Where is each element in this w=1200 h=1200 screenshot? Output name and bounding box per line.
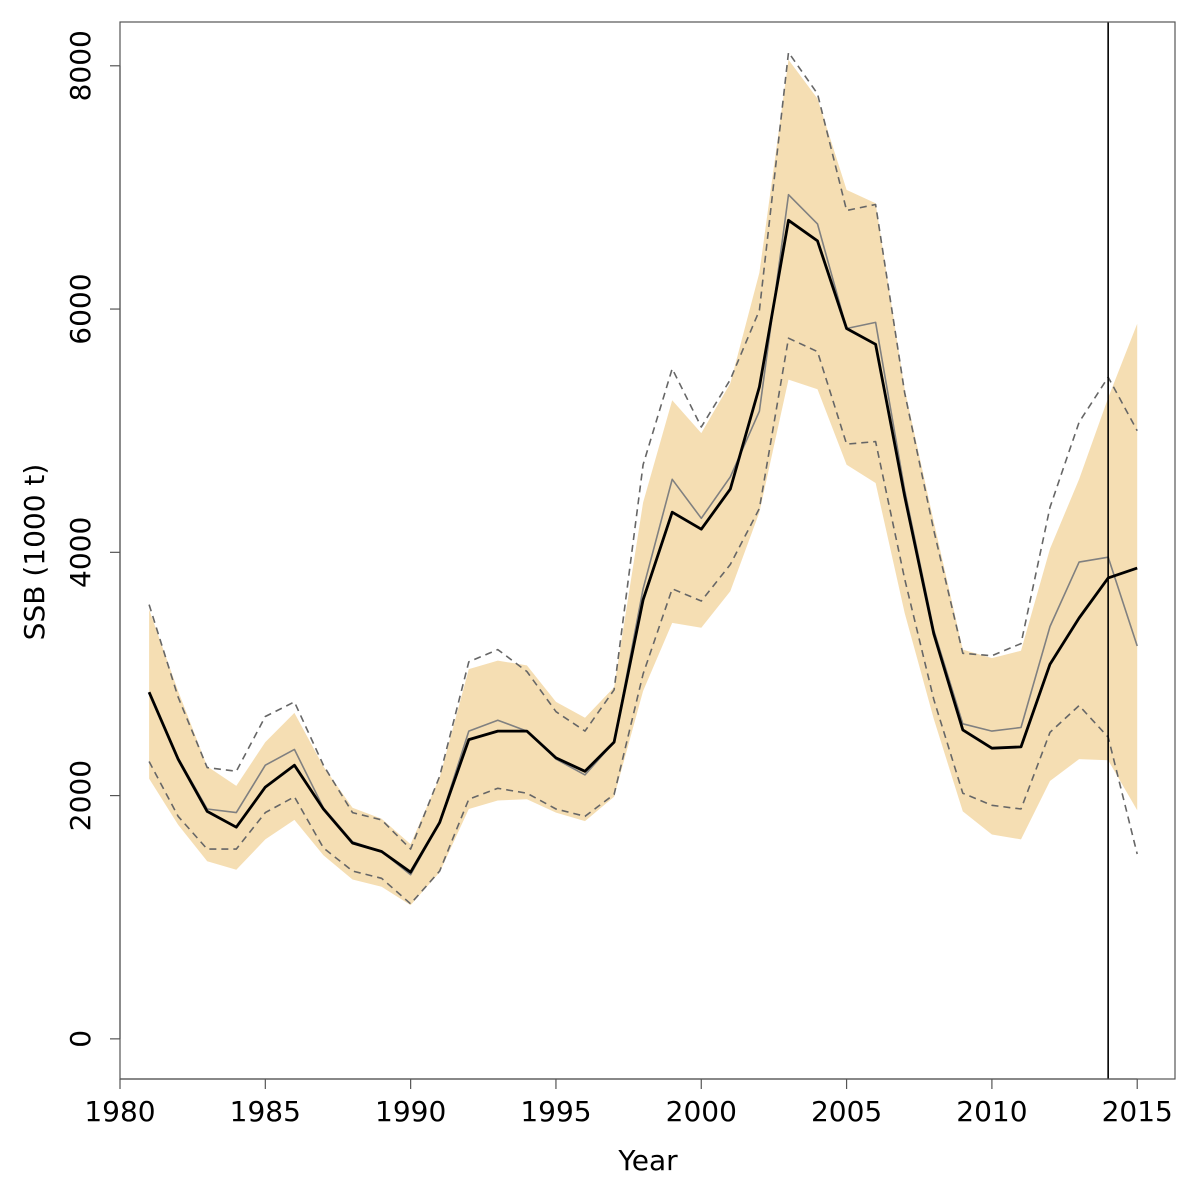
y-axis: 0 2000 4000 6000 8000 — [64, 30, 121, 1048]
y-tick-label: 0 — [64, 1030, 97, 1048]
series-line-previous-upper-bound — [148, 51, 1138, 850]
y-tick-label: 4000 — [64, 517, 97, 588]
series-line-estimate — [147, 218, 1138, 874]
series-line-previous-lower-bound — [148, 337, 1138, 905]
confidence-band — [149, 59, 1138, 906]
x-tick-label: 1990 — [375, 1095, 446, 1128]
x-tick-label: 1985 — [230, 1095, 301, 1128]
x-axis-title: Year — [617, 1144, 678, 1177]
confidence-band-layer — [149, 59, 1138, 906]
y-tick-label: 8000 — [64, 30, 97, 101]
series-line-previous-estimate — [148, 193, 1138, 876]
x-tick-label: 2005 — [811, 1095, 882, 1128]
x-tick-label: 2000 — [666, 1095, 737, 1128]
x-tick-label: 1995 — [520, 1095, 591, 1128]
y-tick-label: 2000 — [64, 760, 97, 831]
x-tick-label: 1980 — [84, 1095, 155, 1128]
x-tick-label: 2015 — [1102, 1095, 1173, 1128]
y-tick-label: 6000 — [64, 273, 97, 344]
x-tick-label: 2010 — [956, 1095, 1027, 1128]
series-layer — [147, 51, 1138, 905]
y-axis-title: SSB (1000 t) — [18, 464, 51, 641]
x-axis: 1980 1985 1990 1995 2000 2005 2010 2015 — [84, 1078, 1173, 1128]
